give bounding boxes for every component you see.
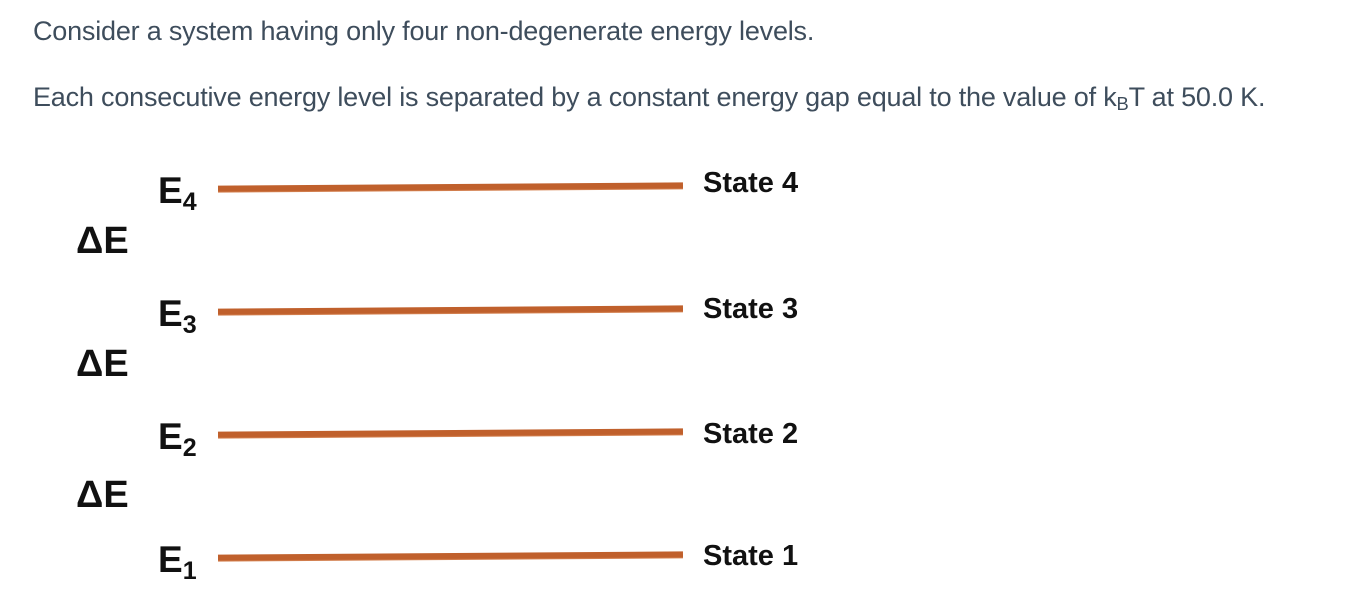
- energy-label-e1: E1: [158, 539, 197, 584]
- line2-text-pre: Each consecutive energy level is separat…: [33, 82, 1117, 112]
- state-label-4: State 4: [703, 167, 799, 199]
- energy-symbol: E: [158, 170, 183, 211]
- energy-subscript: 4: [182, 188, 197, 216]
- energy-level-line-3: [217, 305, 684, 316]
- state-label-3: State 3: [703, 293, 799, 325]
- problem-statement-line2: Each consecutive energy level is separat…: [33, 79, 1265, 115]
- energy-symbol: E: [158, 416, 183, 457]
- energy-subscript: 1: [182, 557, 197, 585]
- energy-symbol: E: [158, 293, 183, 334]
- state-label-1: State 1: [703, 540, 799, 572]
- energy-label-e2: E2: [158, 416, 197, 461]
- delta-e-label-top: ΔE: [76, 220, 129, 262]
- energy-label-e4: E4: [158, 170, 197, 215]
- delta-e-label-middle: ΔE: [76, 343, 129, 385]
- energy-subscript: 3: [182, 311, 197, 339]
- energy-label-e3: E3: [158, 293, 197, 338]
- energy-symbol: E: [158, 539, 183, 580]
- energy-level-line-4: [217, 182, 684, 193]
- line2-text-post: T at 50.0 K.: [1128, 82, 1266, 112]
- delta-e-label-bottom: ΔE: [76, 474, 129, 516]
- problem-statement-line1: Consider a system having only four non-d…: [33, 16, 815, 46]
- state-label-2: State 2: [703, 418, 799, 450]
- energy-level-line-1: [217, 551, 684, 562]
- energy-level-line-2: [217, 428, 684, 439]
- energy-subscript: 2: [182, 434, 197, 462]
- boltzmann-subscript: B: [1116, 93, 1129, 115]
